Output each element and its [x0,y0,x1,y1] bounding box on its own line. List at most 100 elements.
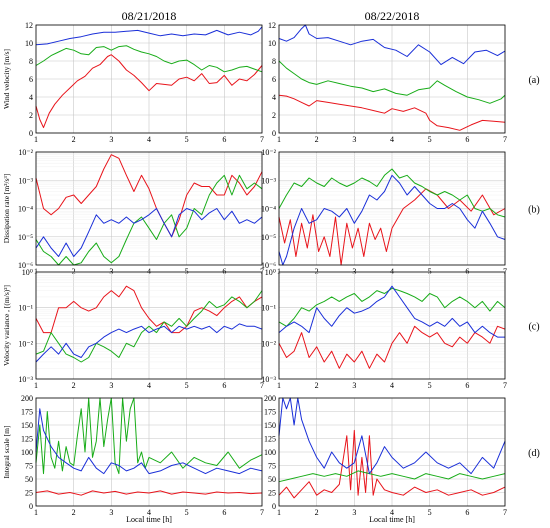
y-tick-label: 2 [272,111,276,120]
y-tick-label: 6 [272,75,276,84]
series-line-green [278,287,506,327]
column-title-left: 08/21/2018 [122,9,177,23]
x-tick-label: 4 [147,381,151,390]
plot-frame [35,24,263,134]
y-tick-label: 2 [29,111,33,120]
series-line-green [35,45,263,73]
panel-label: (d) [528,448,540,459]
x-tick-label: 4 [390,508,394,517]
x-tick-label: 7 [503,381,507,390]
panel-d-left: 1 2 3 4 5 6 7 0 25 50 75 100 125 150 175 200 Integral sc… [2,394,264,517]
y-tick-label: 10⁻¹ [18,304,33,313]
x-tick-label: 3 [109,267,113,276]
x-tick-label: 7 [503,135,507,144]
y-axis-label: Velocity variance , [(m/s)²] [2,285,11,366]
panel-b-right: 1 2 3 4 5 6 710⁻⁶10⁻⁵10⁻⁴10⁻³10⁻²(b) [261,148,540,276]
x-tick-label: 5 [428,135,432,144]
x-tick-label: 6 [222,267,226,276]
panel-label: (b) [528,205,540,216]
x-tick-label: 4 [147,508,151,517]
x-tick-label: 7 [260,381,264,390]
x-tick-label: 4 [390,267,394,276]
y-axis-label: Integral scale [m] [2,426,11,479]
y-tick-label: 10⁻² [18,148,33,157]
x-tick-label: 6 [222,381,226,390]
x-tick-label: 2 [72,381,76,390]
y-tick-label: 0 [29,502,33,511]
series-line-blue [278,24,506,66]
x-tick-label: 7 [503,267,507,276]
x-tick-label: 6 [222,508,226,517]
x-tick-label: 3 [352,135,356,144]
x-tick-label: 6 [465,508,469,517]
y-tick-label: 4 [29,93,33,102]
x-tick-label: 4 [147,135,151,144]
x-tick-label: 2 [72,135,76,144]
x-tick-label: 4 [147,267,151,276]
series-line-red [35,490,263,496]
y-tick-label: 6 [29,75,33,84]
x-tick-label: 5 [185,508,189,517]
y-tick-label: 10⁻² [18,339,33,348]
x-axis-label-right: Local time [h] [369,515,415,524]
x-tick-label: 5 [428,267,432,276]
y-tick-label: 10⁰ [22,268,33,277]
plot-frame [35,397,263,507]
series-line-green [278,168,506,218]
x-axis-label-left: Local time [h] [126,515,172,524]
x-tick-label: 6 [465,135,469,144]
y-tick-label: 200 [264,394,276,403]
series-line-blue [35,408,263,475]
panel-d-right: 1 2 3 4 5 6 7 0 25 50 75 100 125 150 175 200 (d) [264,394,540,517]
y-tick-label: 50 [268,475,276,484]
y-tick-label: 100 [21,448,33,457]
x-tick-label: 1 [34,135,38,144]
series-line-green [278,60,506,104]
x-tick-label: 1 [277,381,281,390]
y-tick-label: 10⁻³ [18,375,33,384]
x-tick-label: 7 [260,135,264,144]
y-tick-label: 10⁻⁴ [261,205,276,214]
y-tick-label: 50 [25,475,33,484]
panel-label: (a) [528,75,539,86]
x-tick-label: 6 [222,135,226,144]
y-tick-label: 10⁰ [265,268,276,277]
x-tick-label: 1 [277,267,281,276]
panel-c-left: 1 2 3 4 5 6 7 10⁻³ 10⁻² 10⁻¹ 10⁰ Velocity variance … [2,268,264,390]
y-tick-label: 10⁻² [261,148,276,157]
y-tick-label: 10⁻⁶ [261,261,276,270]
x-tick-label: 2 [72,508,76,517]
y-tick-label: 12 [25,21,33,30]
series-line-green [278,470,506,483]
x-tick-label: 3 [109,135,113,144]
series-line-blue [278,397,506,475]
x-tick-label: 7 [260,267,264,276]
x-tick-label: 2 [315,508,319,517]
y-tick-label: 175 [264,408,276,417]
y-tick-label: 10⁻⁵ [18,233,33,242]
y-tick-label: 10 [25,39,33,48]
series-line-blue [278,285,505,338]
panel-label: (c) [528,322,539,333]
y-tick-label: 10⁻⁵ [261,233,276,242]
y-tick-label: 0 [29,129,33,138]
series-line-green [35,290,263,363]
x-tick-label: 3 [109,508,113,517]
y-tick-label: 10⁻³ [18,176,33,185]
x-tick-label: 2 [315,381,319,390]
y-axis-label: Wind velocity [m/s] [2,49,11,109]
x-tick-label: 5 [185,267,189,276]
y-tick-label: 10⁻² [261,339,276,348]
y-tick-label: 200 [21,394,33,403]
y-tick-label: 25 [268,489,276,498]
plot-frame [35,271,263,380]
x-tick-label: 5 [428,381,432,390]
y-tick-label: 10⁻¹ [261,304,276,313]
y-tick-label: 0 [272,129,276,138]
x-tick-label: 5 [185,135,189,144]
y-tick-label: 25 [25,489,33,498]
series-line-blue [35,323,263,363]
y-tick-label: 10⁻³ [261,176,276,185]
x-tick-label: 3 [352,267,356,276]
